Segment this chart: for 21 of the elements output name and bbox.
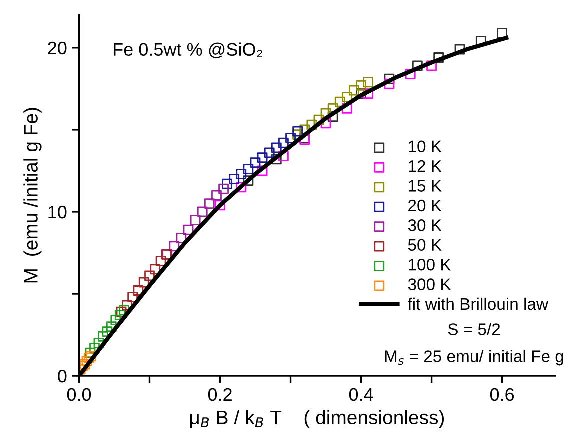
annotation: Fe 0.5wt % @SiO₂ — [114, 42, 262, 58]
x-tick-label: 0.0 — [67, 388, 92, 402]
x-tick-label: 0.2 — [208, 388, 232, 402]
legend-label: 50 K — [408, 239, 442, 252]
legend-label: 20 K — [408, 200, 442, 212]
x-tick-label: 0.6 — [490, 388, 514, 402]
legend-label: 15 K — [409, 180, 442, 192]
legend-label: fit with Brillouin law — [408, 298, 549, 310]
legend-label: 30 K — [408, 220, 442, 232]
y-tick-label: 0 — [58, 370, 67, 383]
y-tick-label: 10 — [48, 206, 67, 219]
annotation: M$_{s}$ = 25 emu/ initial Fe g — [385, 350, 564, 366]
legend-label: 10 K — [409, 140, 442, 153]
y-axis-title: M (emu /initial g Fe) — [24, 108, 42, 283]
legend-label: 100 K — [409, 258, 452, 271]
legend-label: 300 K — [408, 278, 452, 290]
x-tick-label: 0.4 — [349, 388, 374, 402]
y-tick-label: 20 — [48, 42, 67, 55]
legend-label: 12 K — [409, 160, 442, 172]
annotation: S = 5/2 — [448, 323, 500, 336]
x-axis-title: μ$_{B}$ B / k$_{B}$ T ( dimensionless) — [190, 410, 444, 428]
